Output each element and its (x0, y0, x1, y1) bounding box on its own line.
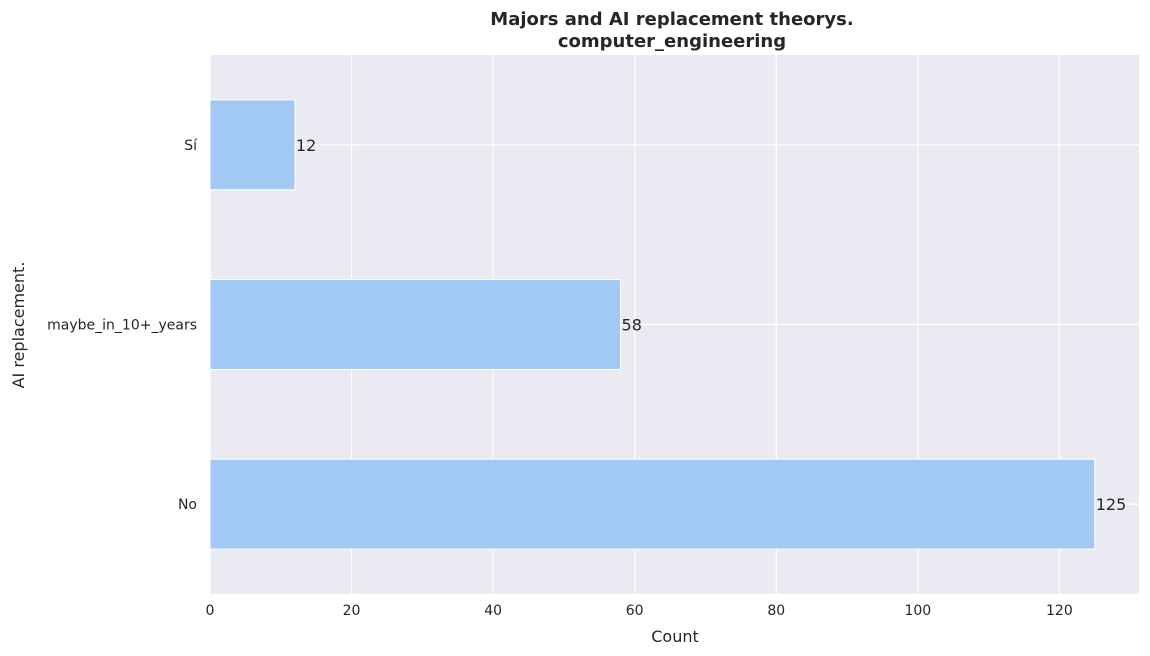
y-axis-label: AI replacement. (9, 262, 28, 389)
x-axis-ticks: 0 20 40 60 80 100 120 (206, 603, 1073, 619)
x-axis-label: Count (651, 627, 699, 646)
data-labels: 12 58 125 (296, 136, 1126, 514)
x-tick-label: 80 (767, 603, 785, 619)
bar-value-label: 125 (1096, 495, 1127, 514)
y-axis-ticks: Sí maybe_in_10+_years No (47, 138, 198, 513)
bar-value-label: 58 (622, 316, 642, 335)
bars (209, 99, 1096, 550)
y-tick-label: No (178, 497, 197, 513)
chart-title: Majors and AI replacement theorys. (490, 9, 853, 30)
x-tick-label: 20 (343, 603, 361, 619)
y-tick-label: maybe_in_10+_years (47, 318, 197, 334)
bar (209, 458, 1096, 550)
bar (209, 279, 622, 370)
x-tick-label: 40 (484, 603, 502, 619)
x-tick-label: 60 (626, 603, 644, 619)
bar-value-label: 12 (296, 136, 316, 155)
x-tick-label: 100 (904, 603, 931, 619)
bar (209, 99, 296, 191)
chart-subtitle: computer_engineering (558, 31, 786, 52)
y-tick-label: Sí (184, 138, 198, 154)
x-tick-label: 0 (206, 603, 215, 619)
x-tick-label: 120 (1046, 603, 1073, 619)
